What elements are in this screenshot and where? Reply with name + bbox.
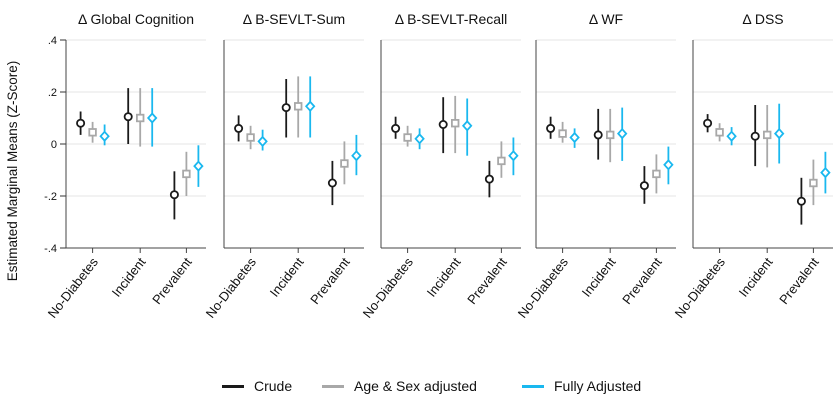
x-tick-label-no-diabetes: No-Diabetes xyxy=(203,254,260,321)
point-age-sex-adjusted-no-diabetes xyxy=(715,128,724,137)
point-fully-adjusted-no-diabetes xyxy=(569,131,580,144)
y-tick-label: .4 xyxy=(48,35,57,47)
point-crude-incident xyxy=(593,130,603,140)
legend-item-age-sex-adjusted: Age & Sex adjusted xyxy=(322,378,477,394)
panel-1: Δ Global Cognition No-Diabetes Incident Pre… xyxy=(45,11,206,321)
point-fully-adjusted-incident xyxy=(304,100,316,113)
point-fully-adjusted-no-diabetes xyxy=(726,130,737,142)
point-age-sex-adjusted-prevalent xyxy=(182,169,191,179)
point-age-sex-adjusted-incident xyxy=(606,130,615,140)
panel-title: Δ B-SEVLT-Recall xyxy=(395,11,508,27)
point-crude-no-diabetes xyxy=(546,123,556,133)
point-crude-prevalent xyxy=(327,178,337,188)
point-fully-adjusted-prevalent xyxy=(508,149,519,162)
point-fully-adjusted-incident xyxy=(773,127,785,140)
panel-title: Δ WF xyxy=(589,11,623,27)
point-crude-prevalent xyxy=(169,190,179,200)
point-age-sex-adjusted-prevalent xyxy=(809,178,818,188)
point-crude-no-diabetes xyxy=(703,118,713,128)
point-crude-prevalent xyxy=(484,174,494,184)
legend-swatch-age-sex-adjusted xyxy=(322,384,344,388)
point-age-sex-adjusted-prevalent xyxy=(497,156,506,166)
point-fully-adjusted-incident xyxy=(146,112,158,124)
x-tick-label-incident: Incident xyxy=(424,254,464,299)
x-tick-label-incident: Incident xyxy=(736,254,776,299)
point-age-sex-adjusted-prevalent xyxy=(652,169,661,179)
legend-swatch-crude xyxy=(222,384,244,388)
point-age-sex-adjusted-no-diabetes xyxy=(246,133,255,142)
point-age-sex-adjusted-incident xyxy=(293,102,303,111)
point-crude-prevalent xyxy=(639,181,649,191)
point-age-sex-adjusted-incident xyxy=(135,113,145,123)
y-tick-label: -.2 xyxy=(44,191,57,203)
x-tick-label-prevalent: Prevalent xyxy=(776,254,822,307)
legend-label-fully-adjusted: Fully Adjusted xyxy=(554,378,642,394)
x-tick-label-incident: Incident xyxy=(109,254,149,299)
point-fully-adjusted-prevalent xyxy=(193,160,204,172)
y-tick-label: 0 xyxy=(51,139,57,151)
legend-item-fully-adjusted: Fully Adjusted xyxy=(522,378,641,394)
y-tick-label: .2 xyxy=(48,87,57,99)
chart-legend: Crude Age & Sex adjusted Fully Adjusted xyxy=(0,378,833,396)
point-age-sex-adjusted-no-diabetes xyxy=(558,129,567,138)
point-fully-adjusted-no-diabetes xyxy=(414,133,425,145)
point-fully-adjusted-incident xyxy=(461,120,473,132)
point-fully-adjusted-prevalent xyxy=(663,159,674,171)
panel-2: Δ B-SEVLT-Sum No-Diabetes Incident Prevalen… xyxy=(203,11,364,321)
panel-4: Δ WF No-Diabetes Incident Prevalent xyxy=(515,11,676,321)
x-tick-label-prevalent: Prevalent xyxy=(307,254,353,307)
legend-item-crude: Crude xyxy=(222,378,292,394)
panel-title: Δ DSS xyxy=(742,11,783,27)
point-fully-adjusted-no-diabetes xyxy=(99,130,110,142)
x-tick-label-incident: Incident xyxy=(267,254,307,299)
point-age-sex-adjusted-incident xyxy=(763,130,772,140)
panel-3: Δ B-SEVLT-Recall No-Diabetes Incident Preva… xyxy=(360,11,521,321)
point-crude-no-diabetes xyxy=(76,118,86,128)
point-crude-incident xyxy=(750,131,760,141)
point-crude-no-diabetes xyxy=(391,123,401,133)
point-crude-incident xyxy=(123,112,133,122)
point-age-sex-adjusted-incident xyxy=(450,119,460,128)
point-fully-adjusted-prevalent xyxy=(820,166,831,179)
point-crude-no-diabetes xyxy=(234,123,244,133)
x-tick-label-no-diabetes: No-Diabetes xyxy=(672,254,729,321)
panel-5: Δ DSS No-Diabetes Incident Prevalent xyxy=(672,11,833,321)
x-tick-label-prevalent: Prevalent xyxy=(464,254,510,307)
y-axis-label: Estimated Marginal Means (Z-Score) xyxy=(5,61,20,282)
x-tick-label-no-diabetes: No-Diabetes xyxy=(515,254,572,321)
point-age-sex-adjusted-prevalent xyxy=(340,159,349,168)
point-age-sex-adjusted-no-diabetes xyxy=(88,128,97,137)
x-tick-label-prevalent: Prevalent xyxy=(619,254,665,307)
legend-label-crude: Crude xyxy=(254,378,293,394)
y-tick-label: -.4 xyxy=(44,243,57,255)
point-fully-adjusted-incident xyxy=(616,127,628,140)
point-crude-prevalent xyxy=(796,196,806,206)
x-tick-label-prevalent: Prevalent xyxy=(149,254,195,307)
point-fully-adjusted-no-diabetes xyxy=(257,135,268,148)
legend-label-age-sex-adjusted: Age & Sex adjusted xyxy=(354,378,477,394)
point-fully-adjusted-prevalent xyxy=(351,149,362,162)
legend-swatch-fully-adjusted xyxy=(522,384,544,388)
x-tick-label-no-diabetes: No-Diabetes xyxy=(45,254,102,321)
point-age-sex-adjusted-no-diabetes xyxy=(403,133,412,142)
x-tick-label-incident: Incident xyxy=(579,254,619,299)
point-crude-incident xyxy=(438,120,448,130)
point-crude-incident xyxy=(281,103,291,113)
x-tick-label-no-diabetes: No-Diabetes xyxy=(360,254,417,321)
panel-title: Δ Global Cognition xyxy=(78,11,194,27)
y-axis-ticks: .4 .2 0 -.2 -.4 xyxy=(44,35,66,255)
panel-title: Δ B-SEVLT-Sum xyxy=(243,11,345,27)
